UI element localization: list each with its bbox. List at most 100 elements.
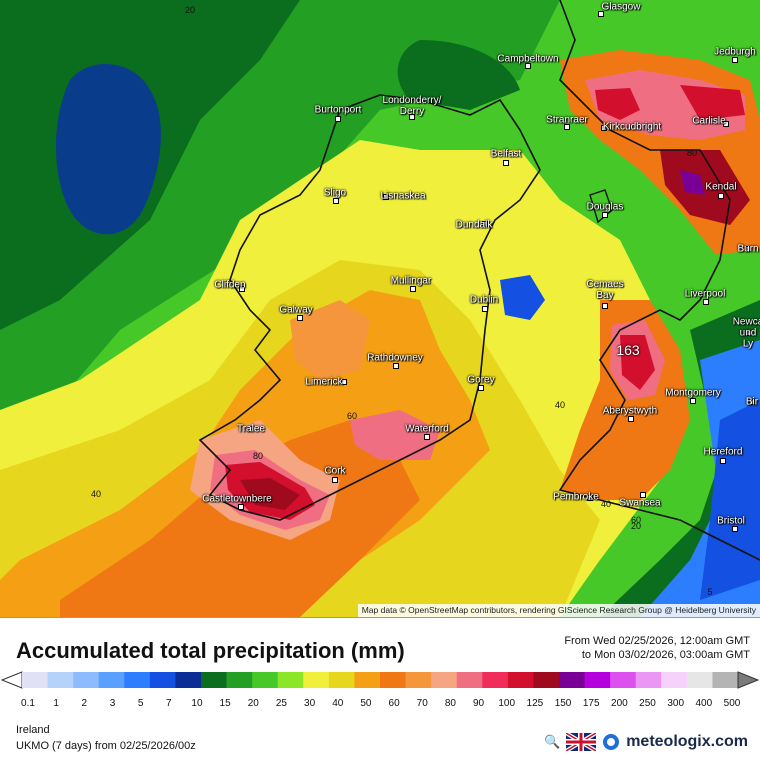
scale-swatch [328, 672, 355, 688]
city-label-castletownbere[interactable]: Castletownbere [202, 493, 272, 505]
city-marker [602, 212, 608, 218]
city-marker [482, 221, 488, 227]
city-label-kirkcudbright[interactable]: Kirkcudbright [602, 121, 662, 133]
scale-swatch [635, 672, 662, 688]
scale-swatch [22, 672, 49, 688]
brand-name: meteologix.com [626, 733, 748, 750]
color-scale [0, 670, 760, 690]
scale-swatch [712, 672, 739, 688]
region-label: Ireland [16, 724, 50, 736]
chart-title: Accumulated total precipitation (mm) [16, 638, 405, 663]
city-label-waterford[interactable]: Waterford [405, 423, 449, 435]
scale-tick-label: 200 [611, 698, 628, 709]
city-label-campbeltown[interactable]: Campbeltown [497, 53, 559, 65]
city-label-lisnaskea[interactable]: Lisnaskea [380, 190, 426, 202]
city-label-montgomery[interactable]: Montgomery [665, 387, 721, 399]
city-label-liverpool[interactable]: Liverpool [684, 288, 726, 300]
contour-label: 40 [90, 489, 102, 499]
contour-label: 60 [346, 411, 358, 421]
contour-label: 40 [554, 400, 566, 410]
city-label-stranraer[interactable]: Stranraer [546, 114, 588, 126]
scale-swatch [47, 672, 74, 688]
scale-swatch [201, 672, 228, 688]
scale-swatch [661, 672, 688, 688]
scale-tick-label: 100 [498, 698, 516, 709]
brand[interactable]: 🔍 meteologix.com [544, 732, 748, 752]
scale-tick-label: 150 [554, 698, 572, 709]
city-label-dublin[interactable]: Dublin [469, 294, 499, 306]
scale-tick-label: 70 [416, 698, 428, 709]
city-label-limerick[interactable]: Limerick [305, 376, 343, 388]
contour-label: 80 [252, 451, 264, 461]
city-label-mullingar[interactable]: Mullingar [390, 275, 432, 287]
scale-swatch [124, 672, 151, 688]
scale-tick-label: 90 [472, 698, 485, 709]
scale-swatch [533, 672, 560, 688]
city-marker [628, 416, 634, 422]
city-label-sligo[interactable]: Sligo [323, 187, 347, 199]
city-label-rathdowney[interactable]: Rathdowney [367, 352, 423, 364]
city-label-kendal[interactable]: Kendal [705, 181, 737, 193]
scale-swatch [482, 672, 509, 688]
contour-label: 20 [630, 521, 642, 531]
scale-swatch [686, 672, 713, 688]
city-label-newca-und-ly[interactable]: NewcaundLy [732, 316, 760, 350]
city-label-gorey[interactable]: Gorey [467, 374, 495, 386]
scale-swatch [252, 672, 279, 688]
city-marker [718, 193, 724, 199]
city-label-hereford[interactable]: Hereford [703, 446, 743, 458]
time-period: From Wed 02/25/2026, 12:00am GMT to Mon … [564, 634, 750, 662]
city-label-belfast[interactable]: Belfast [490, 148, 522, 160]
scale-swatch [277, 672, 304, 688]
contour-label: 80 [686, 148, 698, 158]
city-label-swansea[interactable]: Swansea [619, 497, 661, 509]
uk-flag-icon[interactable] [566, 733, 597, 751]
city-label-cork[interactable]: Cork [324, 465, 346, 477]
city-label-londonderry-derry[interactable]: Londonderry/Derry [382, 95, 442, 117]
city-label-clifden[interactable]: Clifden [214, 279, 246, 291]
city-label-cemaes-bay[interactable]: Cemaes Bay [586, 279, 624, 301]
scale-tick-label: 3 [109, 698, 116, 709]
city-label-bir[interactable]: Bir [745, 396, 759, 408]
city-label-jedburgh[interactable]: Jedburgh [714, 46, 756, 58]
city-marker [602, 303, 608, 309]
precipitation-map[interactable]: 20 40 60 80 80 40 40 60 20 5 163 Glasgow… [0, 0, 760, 617]
city-label-bristol[interactable]: Bristol [717, 515, 745, 527]
city-label-carlisle[interactable]: Carlisle [692, 115, 726, 127]
city-label-pembroke[interactable]: Pembroke [553, 491, 599, 503]
contour-label: 60 [630, 515, 642, 525]
city-label-aberystwyth[interactable]: Aberystwyth [602, 405, 658, 417]
city-label-burtonport[interactable]: Burtonport [314, 104, 362, 116]
contour-label: 20 [184, 5, 196, 15]
scale-swatch [584, 672, 611, 688]
city-marker [503, 160, 509, 166]
city-label-douglas[interactable]: Douglas [586, 201, 624, 213]
contour-label: 40 [600, 499, 612, 509]
city-marker [723, 121, 729, 127]
scale-tick-label: 5 [137, 698, 144, 709]
city-label-dundalk[interactable]: Dundalk [455, 219, 493, 231]
city-marker [598, 11, 604, 17]
scale-tick-label: 50 [360, 698, 372, 709]
city-marker [732, 526, 738, 532]
scale-swatch [431, 672, 458, 688]
city-marker [335, 116, 341, 122]
city-label-tralee[interactable]: Tralee [237, 423, 265, 435]
color-scale-bar [0, 671, 760, 689]
hd-search-icon[interactable]: 🔍 [544, 734, 561, 749]
scale-tick-label: 500 [723, 698, 741, 709]
city-label-galway[interactable]: Galway [279, 304, 313, 316]
scale-swatch [226, 672, 253, 688]
period-from: From Wed 02/25/2026, 12:00am GMT [564, 635, 750, 647]
city-label-burn[interactable]: Burn [737, 243, 759, 255]
scale-tick-label: 25 [275, 698, 287, 709]
model-run-label: UKMO (7 days) from 02/25/2026/00z [16, 740, 196, 752]
city-label-glasgow[interactable]: Glasgow [601, 1, 641, 13]
max-value-marker[interactable]: 163 [616, 342, 640, 358]
map-attribution: Map data © OpenStreetMap contributors, r… [357, 604, 760, 617]
scale-tick-label: 7 [166, 698, 172, 709]
scale-swatch [73, 672, 100, 688]
city-marker [424, 434, 430, 440]
scale-tick-label: 2 [81, 698, 88, 709]
scale-tick-label: 10 [191, 698, 203, 709]
